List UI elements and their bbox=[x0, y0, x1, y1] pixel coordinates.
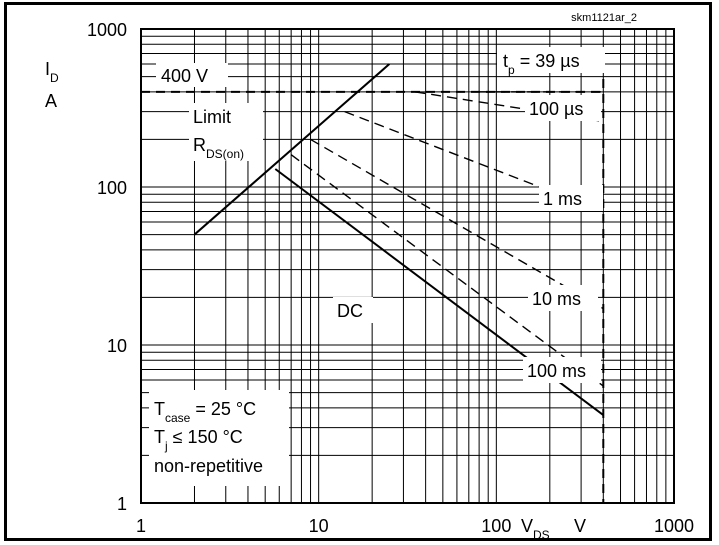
series-label: 100 µs bbox=[529, 99, 583, 119]
y-tick-label: 10 bbox=[107, 336, 127, 356]
series-line-2 bbox=[290, 154, 604, 387]
series-label-bg bbox=[523, 357, 601, 383]
non-repetitive-label: non-repetitive bbox=[154, 456, 263, 476]
x-tick-label: 1 bbox=[136, 516, 146, 536]
series-line-3 bbox=[310, 138, 604, 310]
series-label-bg bbox=[528, 285, 598, 311]
soa-chart: 1 10 100 1000 1 10 100 1000 skm1121ar_2 ID A VDS V 40… bbox=[45, 12, 694, 538]
x-tick-label: 100 bbox=[481, 516, 511, 536]
voltage-label-bg bbox=[156, 63, 228, 87]
rds-label-bg bbox=[189, 103, 263, 161]
labels: 1 10 100 1000 1 10 100 1000 skm1121ar_2 ID A VDS V 40… bbox=[45, 12, 694, 538]
y-axis-unit: A bbox=[45, 91, 57, 111]
conditions-bg bbox=[149, 390, 289, 486]
tp-label-bg bbox=[497, 47, 605, 73]
rds-label-line2: RDS(on) bbox=[193, 135, 244, 161]
x-axis-unit: V bbox=[574, 516, 586, 536]
series-label: 10 ms bbox=[532, 289, 581, 309]
chart-frame: 1 10 100 1000 1 10 100 1000 skm1121ar_2 ID A VDS V 40… bbox=[4, 2, 712, 541]
tcase-label: Tcase = 25 °C bbox=[154, 399, 256, 425]
x-axis-label: VDS bbox=[521, 516, 550, 538]
y-tick-label: 100 bbox=[97, 178, 127, 198]
series-label-bg bbox=[539, 185, 603, 211]
series-label: 100 ms bbox=[527, 361, 586, 381]
plot-border bbox=[140, 28, 675, 504]
x-unit-bg bbox=[572, 513, 592, 537]
x-tick-label: 1000 bbox=[654, 516, 694, 536]
y-tick-label: 1000 bbox=[87, 20, 127, 40]
chart-code-label: skm1121ar_2 bbox=[571, 12, 637, 24]
rds-label-line1: Limit bbox=[193, 107, 231, 127]
series-label-bg bbox=[333, 297, 373, 323]
series-label: DC bbox=[337, 301, 363, 321]
voltage-limit-label: 400 V bbox=[161, 66, 208, 86]
series-label: 1 ms bbox=[543, 189, 582, 209]
series-line-0 bbox=[193, 63, 391, 236]
grid bbox=[140, 28, 675, 504]
x-label-bg bbox=[517, 513, 571, 537]
series-label-bg bbox=[525, 95, 601, 121]
y-axis-label: ID bbox=[45, 59, 59, 85]
x-tick-label: 10 bbox=[309, 516, 329, 536]
y-tick-label: 1 bbox=[117, 494, 127, 514]
tj-label: Tj ≤ 150 °C bbox=[154, 427, 243, 453]
tp-label: tp = 39 µs bbox=[503, 51, 580, 77]
